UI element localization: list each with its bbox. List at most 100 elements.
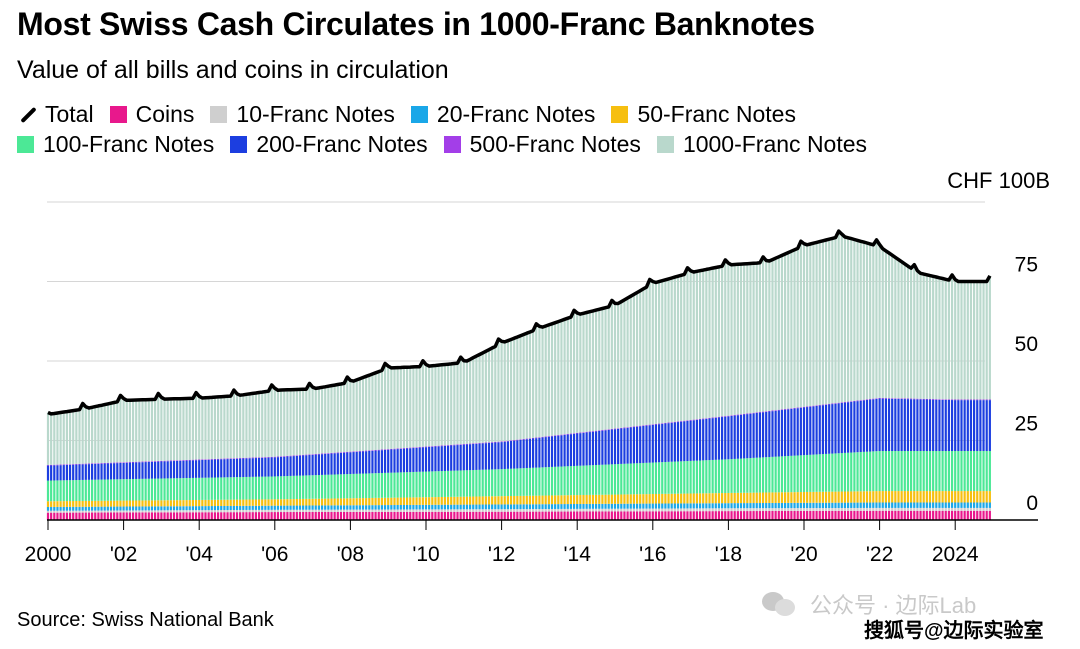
bar-segment-f1000: [409, 367, 412, 448]
bar-segment-f20: [960, 502, 963, 508]
bar-segment-f1000: [516, 336, 519, 440]
bar-segment-f10: [698, 508, 702, 512]
bar-segment-f20: [695, 503, 698, 509]
bar-segment-f20: [743, 503, 746, 509]
bar-segment-f20: [629, 503, 632, 509]
bar-segment-f50: [579, 495, 582, 504]
bar-segment-f10: [434, 509, 437, 512]
bar-segment-coins: [53, 512, 56, 520]
bar-segment-coins: [922, 510, 925, 520]
bar-segment-f1000: [147, 399, 150, 462]
bar-segment-f50: [680, 493, 683, 504]
bar-segment-f100: [897, 450, 900, 492]
bar-segment-f20: [393, 505, 396, 510]
bar-segment-f100: [150, 478, 154, 501]
bar-segment-f200: [75, 464, 78, 481]
bar-segment-f50: [125, 500, 128, 507]
bar-segment-f100: [198, 477, 201, 500]
bar-segment-f1000: [513, 338, 516, 441]
bar-segment-f20: [784, 502, 787, 509]
bar-segment-f50: [116, 500, 119, 507]
bar-segment-f200: [522, 439, 525, 469]
bar-segment-f100: [774, 456, 777, 493]
bar-segment-f20: [563, 504, 566, 509]
bar-segment-f1000: [94, 406, 97, 464]
bar-segment-f50: [330, 498, 333, 506]
bar-segment-f10: [957, 507, 960, 511]
legend-swatch-50-franc: [611, 105, 629, 123]
bar-segment-f500: [302, 454, 305, 456]
bar-segment-f100: [516, 468, 519, 496]
bar-segment-f200: [163, 461, 166, 479]
bar-segment-f50: [194, 499, 198, 507]
bar-segment-f500: [428, 446, 431, 447]
bar-segment-f1000: [906, 266, 910, 399]
bar-segment-f10: [393, 509, 396, 512]
bar-segment-coins: [966, 510, 969, 520]
bar-segment-f50: [922, 491, 925, 503]
bar-segment-f20: [872, 502, 875, 508]
bar-segment-f20: [790, 502, 793, 509]
bar-segment-f500: [415, 447, 418, 448]
bar-segment-f1000: [982, 281, 985, 400]
bar-segment-f10: [116, 510, 119, 513]
bar-segment-f20: [365, 505, 368, 510]
bar-segment-f20: [739, 503, 743, 509]
bar-segment-f100: [264, 476, 267, 500]
bar-segment-f1000: [242, 394, 245, 458]
bar-segment-f500: [837, 402, 840, 404]
bar-segment-f200: [749, 413, 752, 459]
bar-segment-f100: [761, 457, 765, 493]
bar-segment-f20: [547, 504, 550, 509]
bar-segment-f50: [59, 501, 62, 507]
bar-segment-f1000: [887, 253, 891, 399]
bar-segment-coins: [160, 512, 163, 520]
bar-segment-f200: [506, 441, 509, 469]
bar-segment-f200: [119, 462, 122, 480]
bar-segment-f100: [257, 476, 261, 500]
bar-segment-coins: [588, 511, 591, 520]
bar-segment-coins: [217, 512, 220, 520]
bar-segment-f100: [242, 477, 245, 500]
bar-segment-coins: [686, 511, 689, 520]
bar-segment-f500: [535, 437, 538, 439]
legend-item-100-franc: 100-Franc Notes: [17, 131, 214, 158]
bar-segment-f20: [834, 502, 837, 509]
bar-segment-f500: [566, 433, 569, 435]
bar-segment-coins: [639, 511, 642, 520]
bar-segment-f20: [869, 502, 872, 508]
bar-segment-f500: [973, 399, 976, 401]
bar-segment-coins: [383, 511, 387, 520]
bar-segment-coins: [330, 511, 333, 520]
bar-segment-f500: [648, 424, 651, 426]
bar-segment-f100: [869, 451, 872, 492]
bar-segment-f20: [856, 502, 859, 508]
bar-segment-f20: [481, 504, 484, 510]
bar-segment-f20: [824, 502, 828, 509]
bar-segment-f200: [314, 454, 317, 476]
bar-segment-f100: [790, 455, 793, 493]
bar-segment-coins: [938, 510, 941, 520]
bar-segment-f200: [645, 425, 648, 463]
bar-segment-f20: [150, 506, 154, 511]
bar-segment-coins: [78, 512, 81, 520]
bar-segment-coins: [198, 512, 201, 520]
bar-segment-f1000: [632, 294, 635, 427]
bar-segment-f500: [897, 398, 900, 399]
bar-segment-f500: [204, 459, 207, 460]
bar-segment-f500: [506, 440, 509, 442]
bar-segment-f200: [478, 443, 481, 470]
bar-segment-f10: [333, 509, 336, 512]
bar-segment-f200: [793, 408, 796, 456]
bar-segment-f500: [59, 464, 62, 466]
bar-segment-f100: [626, 463, 629, 495]
bar-segment-f50: [157, 500, 160, 507]
bar-segment-f1000: [670, 278, 673, 423]
bar-segment-f10: [569, 508, 572, 512]
bar-segment-f200: [424, 447, 428, 472]
bar-segment-f50: [163, 500, 166, 507]
bar-segment-f200: [547, 436, 550, 468]
bar-segment-f10: [166, 510, 169, 513]
bar-segment-f200: [664, 423, 667, 462]
bar-segment-f200: [207, 459, 210, 478]
